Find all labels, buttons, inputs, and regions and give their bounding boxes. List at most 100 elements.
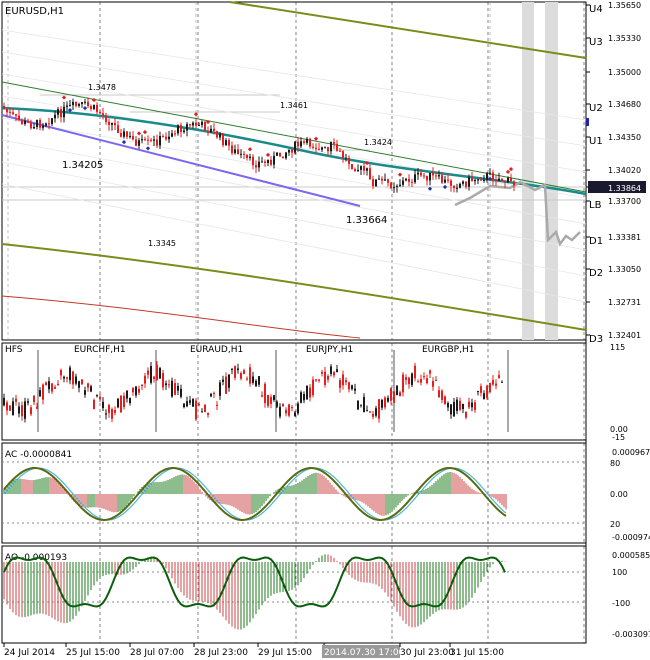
hfs-bar-body [201, 411, 203, 413]
zone-label: U2 [589, 103, 603, 114]
ac-title: AC -0.0000841 [5, 450, 72, 460]
price-label: 1.32731 [608, 298, 641, 307]
hfs-bar-body [399, 392, 401, 397]
candle-body [354, 169, 356, 172]
hfs-bar-body [267, 394, 269, 406]
candle-body [447, 179, 449, 181]
window-title: EURUSD,H1 [5, 6, 64, 17]
candle-body [312, 146, 314, 148]
ac-indicator-pane[interactable]: AC -0.0000841 0.000967 80 0.00 20 -0.000974 [2, 448, 650, 542]
hfs-bar-body [72, 371, 74, 385]
price-annotation: 1.3424 [364, 138, 392, 147]
candle-body [108, 121, 110, 125]
time-highlight [322, 645, 400, 658]
price-annotation: 1.3478 [88, 83, 116, 92]
main-chart[interactable]: 1.3478 1.3461 1.3424 1.34205 1.33664 1.3345 EU… [1, 1, 587, 340]
zone-label: LB [589, 200, 602, 211]
candle-body [102, 113, 104, 116]
hfs-scale-label: 115 [610, 343, 625, 352]
hfs-bar-body [342, 374, 344, 386]
candle-body [207, 130, 209, 133]
candle-body [69, 105, 71, 107]
candle-body [279, 152, 281, 157]
hfs-bar-body [474, 402, 476, 411]
current-price-badge [588, 181, 646, 193]
lower-channel-line [1, 114, 361, 207]
forecast-band [545, 2, 558, 340]
candle-body [234, 149, 236, 154]
candle-body [78, 104, 80, 106]
hfs-bar-body [45, 382, 47, 386]
hfs-bar-body [435, 380, 437, 382]
zone-label: U4 [589, 4, 603, 15]
candle-body [162, 136, 164, 138]
hfs-bar-body [258, 376, 260, 385]
zone-label: D2 [589, 268, 603, 279]
hfs-bar-body [423, 376, 425, 378]
fractal-down-marker [82, 105, 88, 111]
candle-body [165, 136, 167, 140]
hfs-bar-body [198, 404, 200, 406]
candle-body [300, 141, 302, 147]
candle-body [348, 157, 350, 165]
hfs-bar-body [324, 371, 326, 385]
hfs-bar-body [183, 403, 185, 408]
hfs-bar-body [129, 397, 131, 404]
candle-body [351, 164, 353, 170]
candle-body [264, 161, 266, 163]
time-label: 30 Jul 23:00 [400, 648, 454, 658]
hfs-bar-body [321, 371, 323, 374]
price-label: 1.35000 [608, 68, 641, 77]
red-band-line [1, 295, 361, 339]
candle-body [228, 140, 230, 146]
fractal-up-marker [142, 130, 148, 135]
price-annotation: 1.3345 [148, 239, 176, 248]
candle-body [12, 112, 14, 115]
candle-body [240, 153, 242, 155]
hfs-bar-body [318, 379, 320, 381]
candle-body [330, 141, 332, 152]
hfs-bar-body [246, 378, 248, 380]
candle-body [408, 178, 410, 182]
hfs-bar-body [486, 385, 488, 398]
upper-channel-line [1, 81, 587, 193]
hfs-bar-body [42, 384, 44, 400]
hfs-bar-body [138, 388, 140, 393]
candle-body [303, 141, 305, 143]
candle-body [360, 166, 362, 170]
candle-body [411, 181, 413, 183]
candle-body [435, 175, 437, 177]
hfs-bar-body [9, 405, 11, 411]
time-label: 25 Jul 15:00 [66, 648, 120, 658]
hfs-bar-body [255, 380, 257, 387]
candle-body [96, 104, 98, 112]
fractal-down-marker [145, 146, 151, 151]
hfs-bar-body [87, 383, 89, 388]
hfs-bar-body [234, 366, 236, 378]
hfs-indicator-pane[interactable]: HFS EURCHF,H1 EURAUD,H1 EURJPY,H1 EURGBP,H1 1… [3, 343, 628, 442]
price-candles [3, 95, 515, 193]
candle-body [315, 147, 317, 149]
candle-body [45, 123, 47, 126]
fractal-up-marker [364, 160, 370, 166]
candle-body [399, 184, 401, 186]
candle-body [132, 136, 134, 140]
candle-body [63, 106, 65, 118]
candle-body [51, 118, 53, 125]
candle-body [429, 172, 431, 181]
hfs-bar-body [93, 399, 95, 409]
hfs-bar-body [285, 409, 287, 414]
candle-body [336, 143, 338, 151]
hfs-bar-body [204, 404, 206, 413]
candle-body [66, 105, 68, 107]
hfs-bar-body [411, 373, 413, 385]
fractal-up-marker [136, 131, 142, 136]
hfs-bar-body [189, 400, 191, 403]
fractal-up-marker [205, 119, 211, 125]
hfs-bar-body [69, 367, 71, 381]
hfs-bar-body [207, 413, 209, 415]
hfs-bar-body [249, 367, 251, 384]
candle-body [273, 155, 275, 165]
